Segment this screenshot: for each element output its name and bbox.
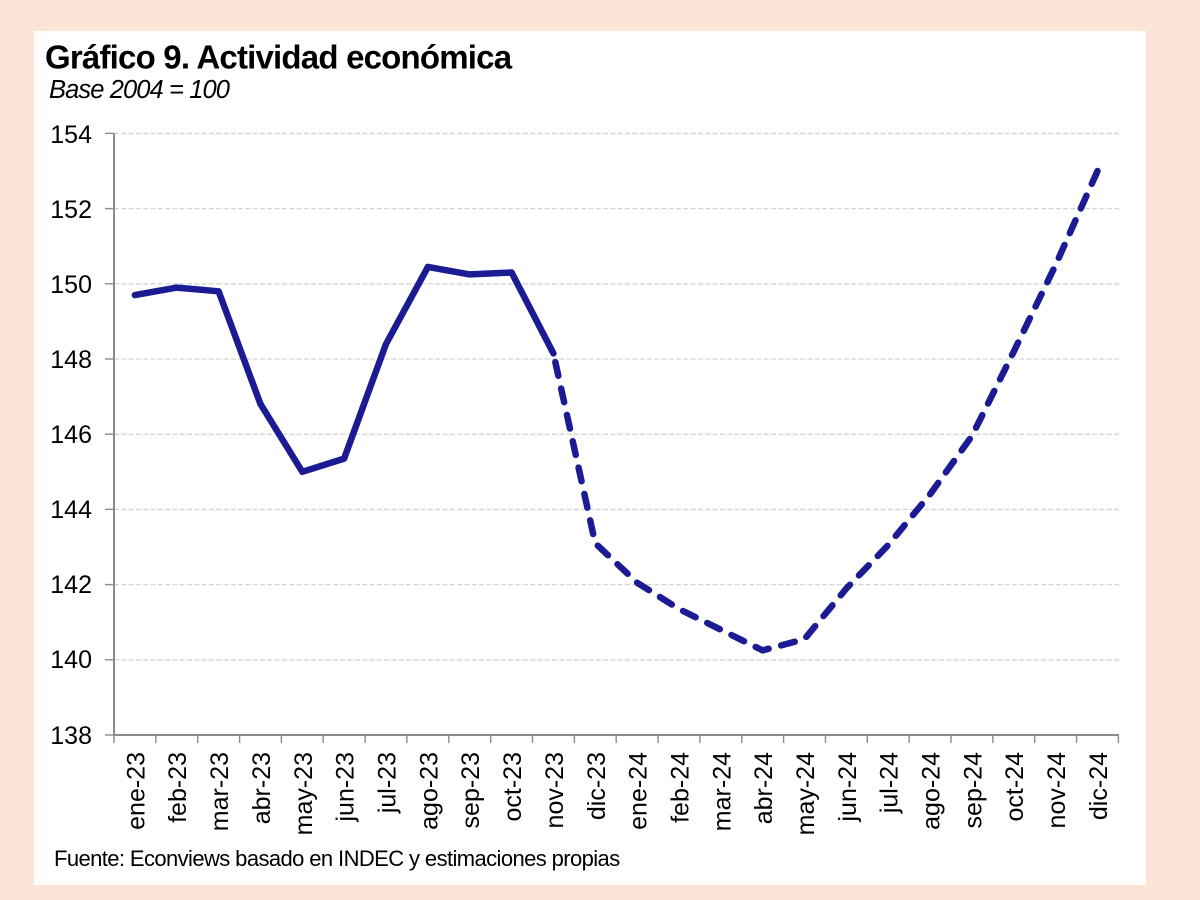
svg-text:148: 148: [50, 346, 92, 374]
svg-text:oct-24: oct-24: [1001, 752, 1029, 822]
svg-text:jul-23: jul-23: [374, 752, 402, 814]
svg-text:dic-23: dic-23: [583, 752, 611, 820]
svg-text:ene-24: ene-24: [625, 752, 653, 830]
svg-text:may-23: may-23: [290, 752, 318, 835]
svg-text:ago-23: ago-23: [415, 752, 443, 830]
svg-text:sep-23: sep-23: [457, 752, 485, 828]
svg-text:feb-23: feb-23: [164, 752, 192, 823]
svg-text:abr-23: abr-23: [248, 752, 276, 824]
svg-text:150: 150: [50, 271, 92, 299]
svg-text:jun-24: jun-24: [834, 752, 862, 823]
svg-text:mar-24: mar-24: [708, 752, 736, 831]
svg-text:ago-24: ago-24: [918, 752, 946, 830]
svg-text:ene-23: ene-23: [122, 752, 150, 830]
svg-text:Gráfico 9. Actividad económica: Gráfico 9. Actividad económica: [45, 39, 513, 76]
svg-text:138: 138: [50, 722, 92, 750]
svg-text:oct-23: oct-23: [499, 752, 527, 821]
svg-text:140: 140: [50, 646, 92, 674]
svg-text:nov-23: nov-23: [541, 752, 569, 828]
svg-text:152: 152: [50, 196, 92, 224]
svg-text:abr-24: abr-24: [750, 752, 778, 824]
svg-text:dic-24: dic-24: [1085, 752, 1113, 820]
svg-text:142: 142: [50, 571, 92, 599]
svg-text:mar-23: mar-23: [206, 752, 234, 831]
svg-text:146: 146: [50, 421, 92, 449]
svg-text:nov-24: nov-24: [1043, 752, 1071, 829]
svg-text:144: 144: [50, 496, 92, 524]
svg-text:may-24: may-24: [792, 752, 820, 835]
svg-text:feb-24: feb-24: [667, 752, 695, 823]
svg-text:jul-24: jul-24: [876, 752, 904, 814]
svg-text:154: 154: [50, 121, 92, 149]
svg-text:Base 2004 = 100: Base 2004 = 100: [49, 76, 230, 104]
svg-text:sep-24: sep-24: [959, 752, 987, 829]
svg-text:Fuente: Econviews basado en IN: Fuente: Econviews basado en INDEC y esti…: [54, 846, 620, 871]
svg-text:jun-23: jun-23: [332, 752, 360, 823]
